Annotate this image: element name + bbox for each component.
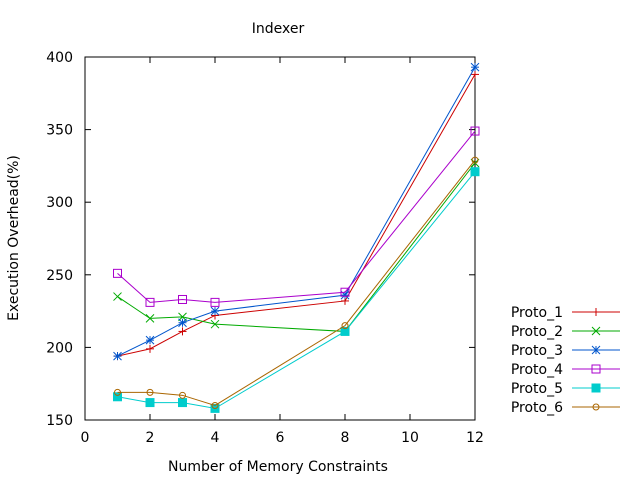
- x-tick-label: 2: [146, 430, 155, 446]
- series-proto_1: [113, 70, 479, 361]
- data-point: [470, 62, 480, 72]
- y-tick-label: 350: [46, 123, 73, 139]
- data-point: [145, 398, 155, 408]
- legend-label: Proto_4: [511, 362, 563, 378]
- data-point: [471, 70, 479, 79]
- series-proto_2: [113, 158, 480, 336]
- y-tick-label: 300: [46, 195, 73, 211]
- data-point: [211, 401, 219, 409]
- data-point: [178, 327, 187, 336]
- data-point: [471, 156, 479, 164]
- data-point: [178, 398, 187, 408]
- series-line: [117, 159, 476, 407]
- series-line: [117, 162, 476, 332]
- data-point: [179, 391, 186, 399]
- x-tick-label: 4: [211, 430, 220, 446]
- series-line: [117, 66, 476, 357]
- data-point: [146, 388, 154, 396]
- data-point: [210, 319, 220, 329]
- x-axis-label: Number of Memory Constraints: [168, 459, 388, 475]
- series-line: [117, 74, 476, 357]
- legend: Proto_1 Proto_2 Proto_3 Proto_4 Proto_5 Proto…: [511, 305, 620, 416]
- data-point: [145, 297, 155, 307]
- legend-marker: [591, 345, 601, 355]
- data-point: [178, 318, 187, 328]
- data-point: [341, 322, 349, 330]
- legend-label: Proto_5: [511, 381, 563, 397]
- series-proto_4: [113, 126, 480, 307]
- legend-label: Proto_2: [511, 324, 563, 340]
- data-point: [340, 287, 350, 297]
- data-point: [470, 126, 480, 136]
- legend-label: Proto_1: [511, 305, 563, 321]
- series-line: [117, 130, 476, 303]
- x-axis: 0 2 4 6 8 10 12: [81, 57, 484, 446]
- x-tick-label: 0: [81, 430, 90, 446]
- chart-title: Indexer: [252, 21, 305, 37]
- legend-item: Proto_2: [511, 324, 620, 340]
- x-tick-label: 6: [276, 430, 285, 446]
- y-axis-label: Execution Overhead(%): [6, 155, 22, 321]
- series-line: [117, 171, 476, 409]
- data-point: [146, 344, 154, 353]
- legend-label: Proto_6: [511, 400, 563, 416]
- legend-item: Proto_4: [511, 362, 620, 378]
- legend-item: Proto_5: [511, 381, 620, 397]
- legend-marker: [591, 364, 601, 374]
- data-point: [145, 314, 155, 323]
- data-point: [145, 335, 155, 345]
- data-point: [340, 326, 350, 336]
- y-axis: 150 200 250 300 350 400: [46, 50, 475, 429]
- legend-label: Proto_3: [511, 343, 563, 359]
- y-tick-label: 200: [46, 340, 73, 356]
- data-point: [340, 290, 350, 300]
- data-point: [210, 297, 220, 307]
- series-proto_5: [113, 167, 480, 413]
- legend-marker: [591, 326, 601, 336]
- series-proto_3: [113, 62, 480, 361]
- x-tick-label: 10: [401, 430, 419, 446]
- data-point: [210, 306, 220, 316]
- legend-item: Proto_1: [511, 305, 620, 321]
- series-layer: [113, 62, 480, 413]
- data-point: [113, 292, 122, 301]
- x-tick-label: 12: [466, 430, 484, 446]
- legend-marker: [592, 308, 600, 316]
- y-tick-label: 400: [46, 50, 73, 66]
- legend-item: Proto_3: [511, 343, 620, 359]
- data-point: [113, 351, 122, 361]
- y-tick-label: 250: [46, 268, 73, 284]
- legend-marker: [591, 383, 601, 393]
- data-point: [114, 388, 121, 396]
- x-tick-label: 8: [341, 430, 350, 446]
- series-proto_6: [114, 156, 479, 409]
- data-point: [470, 167, 480, 177]
- data-point: [113, 268, 122, 278]
- legend-item: Proto_6: [511, 400, 620, 416]
- legend-marker: [592, 403, 600, 411]
- y-tick-label: 150: [46, 413, 73, 429]
- data-point: [178, 294, 187, 304]
